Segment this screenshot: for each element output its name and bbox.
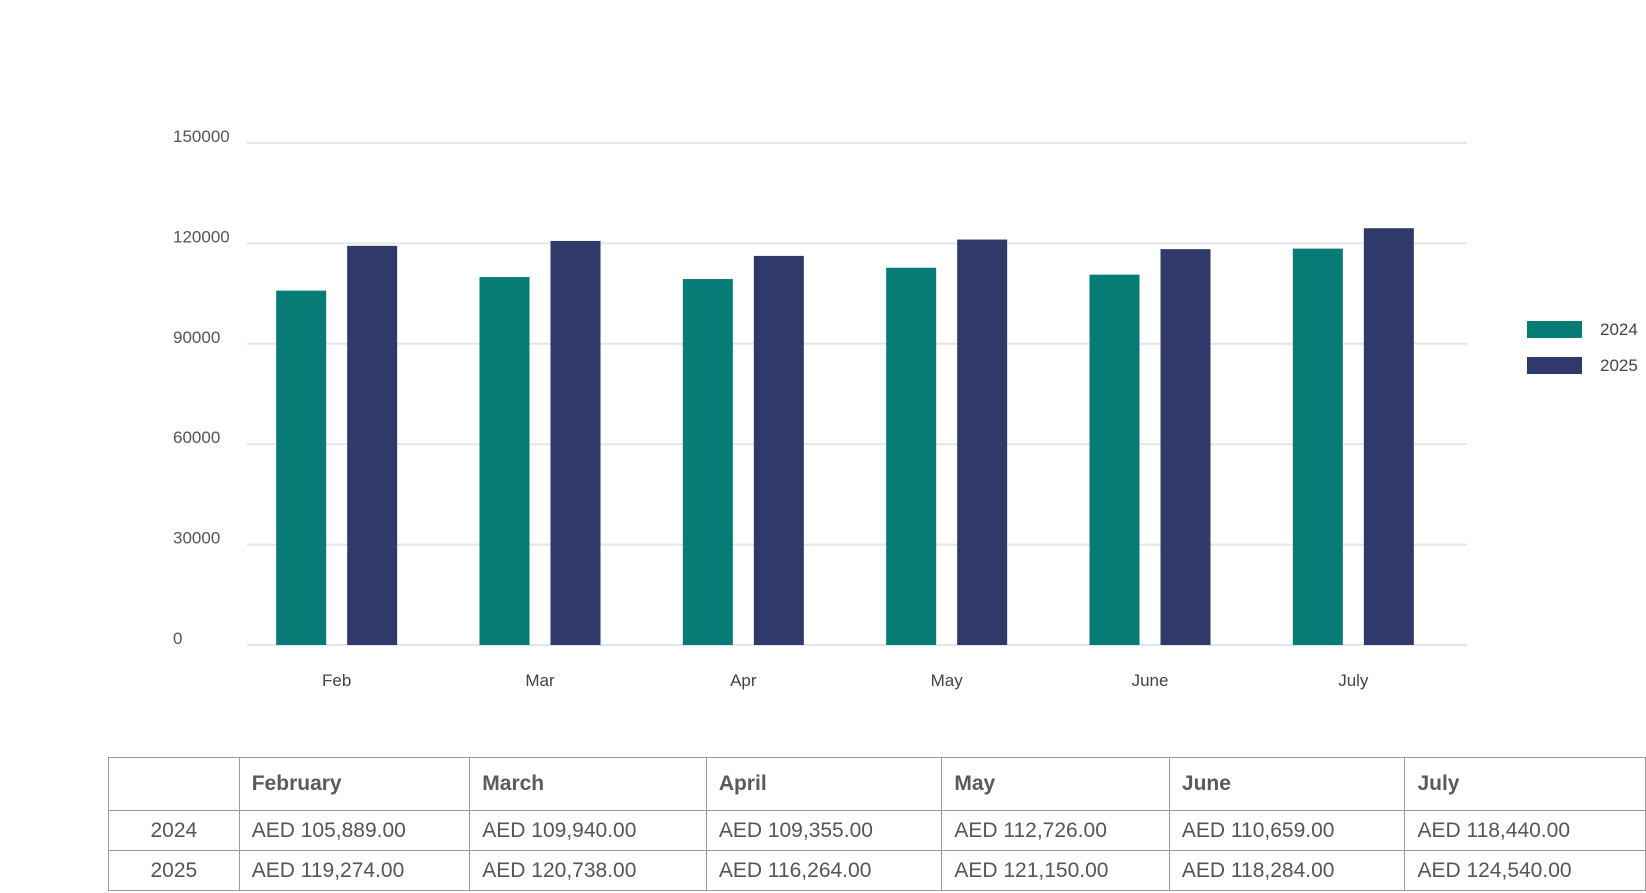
x-axis-labels: Feb Mar Apr May June July: [322, 671, 1369, 690]
table-header-cell: June: [1168, 757, 1406, 811]
table-header-cell: March: [469, 757, 707, 811]
table-header-cell: February: [238, 757, 471, 811]
bar-2025-mar: [550, 240, 601, 645]
x-tick-label: July: [1338, 671, 1369, 690]
x-tick-label: May: [931, 671, 964, 690]
x-tick-label: June: [1132, 671, 1169, 690]
y-tick-label: 60000: [173, 428, 220, 447]
table-cell: AED 118,284.00: [1168, 850, 1406, 891]
y-tick-label: 0: [173, 629, 182, 648]
legend-swatch: [1527, 321, 1582, 338]
x-tick-label: Feb: [322, 671, 351, 690]
data-table: February March April May June July 2024 …: [108, 757, 1646, 891]
table-header-cell: May: [941, 757, 1170, 811]
table-cell: AED 110,659.00: [1168, 810, 1406, 851]
bar-2025-apr: [753, 255, 804, 646]
bar-2024-may: [886, 267, 937, 645]
table-row: 2025 AED 119,274.00 AED 120,738.00 AED 1…: [108, 850, 1646, 891]
y-tick-label: 120000: [173, 227, 230, 246]
table-header-row: February March April May June July: [108, 757, 1646, 811]
table-cell: AED 116,264.00: [705, 850, 943, 891]
table-cell: AED 124,540.00: [1404, 850, 1646, 891]
bar-chart: 150000 120000 90000 60000 30000 0 Feb Mar Apr Ma…: [173, 127, 1638, 690]
legend-label: 2024: [1600, 320, 1638, 339]
bars: [276, 228, 1414, 646]
x-tick-label: Apr: [730, 671, 757, 690]
bar-2024-apr: [682, 279, 733, 645]
y-tick-label: 90000: [173, 328, 220, 347]
table-cell: AED 112,726.00: [941, 810, 1170, 851]
bar-2024-june: [1089, 274, 1140, 645]
table-header-cell: [108, 757, 240, 811]
y-tick-label: 30000: [173, 529, 220, 548]
legend-swatch: [1527, 357, 1582, 374]
bar-2025-june: [1160, 249, 1211, 645]
legend-label: 2025: [1600, 356, 1638, 375]
table-cell: AED 109,355.00: [705, 810, 943, 851]
table-cell: AED 120,738.00: [469, 850, 707, 891]
legend: 2024 2025: [1527, 320, 1638, 375]
y-tick-label: 150000: [173, 127, 230, 146]
row-label: 2024: [108, 810, 240, 851]
bar-2025-may: [957, 239, 1008, 645]
x-tick-label: Mar: [525, 671, 555, 690]
row-label: 2025: [108, 850, 240, 891]
table-header-cell: April: [705, 757, 943, 811]
grid-lines: [247, 142, 1467, 646]
table-cell: AED 109,940.00: [469, 810, 707, 851]
table-cell: AED 121,150.00: [941, 850, 1170, 891]
table-row: 2024 AED 105,889.00 AED 109,940.00 AED 1…: [108, 810, 1646, 851]
bar-2024-july: [1292, 248, 1343, 646]
bar-2025-feb: [347, 245, 398, 645]
table-cell: AED 118,440.00: [1404, 810, 1646, 851]
table-cell: AED 105,889.00: [238, 810, 471, 851]
bar-2024-feb: [276, 290, 327, 645]
bar-2025-july: [1363, 228, 1414, 646]
table-cell: AED 119,274.00: [238, 850, 471, 891]
bar-2024-mar: [479, 277, 530, 645]
table-header-cell: July: [1404, 757, 1646, 811]
y-axis-ticks: 150000 120000 90000 60000 30000 0: [173, 127, 230, 648]
